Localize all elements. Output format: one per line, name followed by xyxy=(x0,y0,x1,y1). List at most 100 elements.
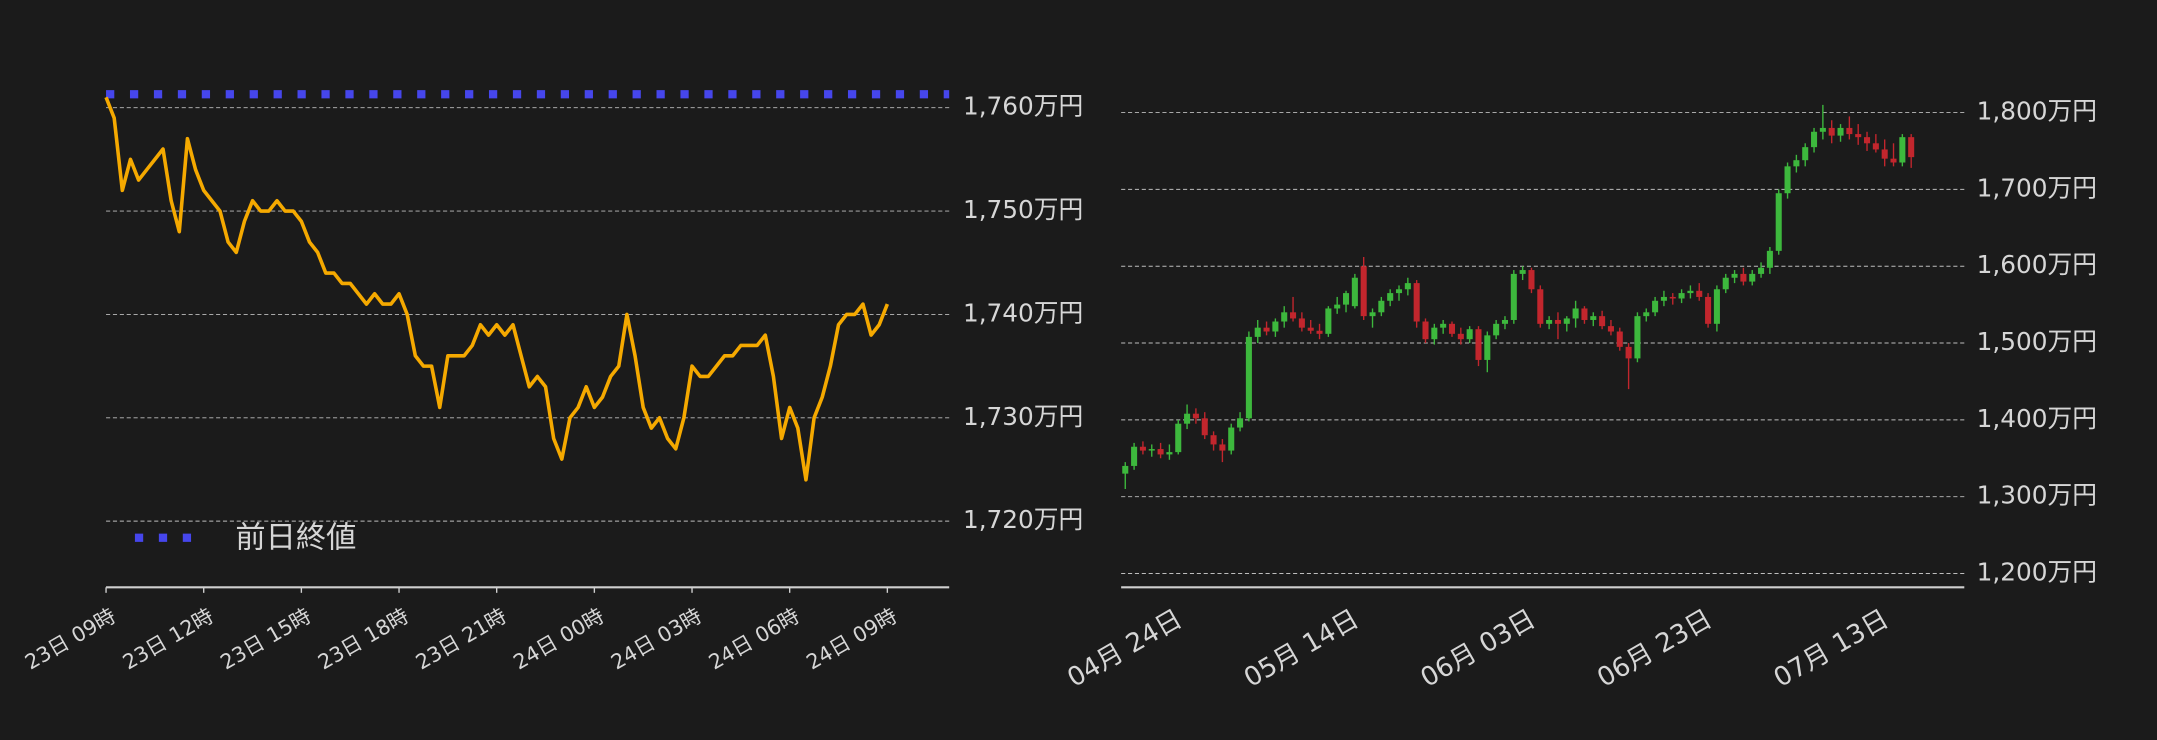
candle-body xyxy=(1537,289,1544,324)
daily-candlestick-chart: 1,200万円 1,300万円 1,400万円 1,500万円 1,600万円 1,700… xyxy=(1063,97,2098,694)
candle-body xyxy=(1881,149,1888,159)
candle-body xyxy=(1705,296,1712,324)
y-tick-label: 1,700万円 xyxy=(1977,173,2097,202)
x-tick-label: 06月 03日 xyxy=(1416,604,1541,694)
candle-body xyxy=(1599,316,1606,327)
candle-body xyxy=(1422,321,1429,340)
x-tick-label: 24日 06時 xyxy=(705,604,804,675)
candle-body xyxy=(1846,127,1853,135)
candle-body xyxy=(1219,444,1226,451)
candle-body xyxy=(1837,127,1844,136)
y-tick-label: 1,760万円 xyxy=(963,92,1083,121)
candle-body xyxy=(1157,449,1164,455)
y-tick-label: 1,300万円 xyxy=(1977,481,2097,510)
candle-body xyxy=(1899,137,1906,163)
candle-body xyxy=(1819,127,1826,132)
y-tick-label: 1,500万円 xyxy=(1977,327,2097,356)
candle-body xyxy=(1855,134,1862,138)
candle-body xyxy=(1484,335,1491,360)
x-tick-label: 23日 12時 xyxy=(119,604,218,675)
candle-body xyxy=(1175,423,1182,453)
price-line xyxy=(104,96,890,482)
candle-body xyxy=(1890,158,1897,163)
candle-body xyxy=(1237,418,1244,428)
candle-body xyxy=(1131,446,1138,466)
candle-body xyxy=(1546,319,1553,324)
candle-body xyxy=(1166,452,1173,455)
candle-body xyxy=(1334,304,1341,309)
candle-body xyxy=(1634,316,1641,359)
candle-body xyxy=(1325,308,1332,334)
candle-body xyxy=(1758,267,1765,274)
candle-body xyxy=(1660,296,1667,301)
x-tick-label: 24日 09時 xyxy=(802,604,901,675)
candle-body xyxy=(1307,327,1314,331)
candle-body xyxy=(1828,127,1835,136)
y-tick-label: 1,400万円 xyxy=(1977,404,2097,433)
candle-body xyxy=(1431,327,1438,340)
y-tick-label: 1,730万円 xyxy=(963,402,1083,431)
candle-body xyxy=(1201,418,1208,436)
y-tick-label: 1,720万円 xyxy=(963,505,1083,534)
x-tick-label: 23日 21時 xyxy=(412,604,511,675)
y-tick-label: 1,200万円 xyxy=(1977,557,2097,586)
x-tick-label: 05月 14日 xyxy=(1239,604,1364,694)
candle-body xyxy=(1466,329,1473,340)
candle-body xyxy=(1563,318,1570,324)
candle-body xyxy=(1864,137,1871,144)
candle-body xyxy=(1713,289,1720,324)
candle-body xyxy=(1378,300,1385,313)
candle-body xyxy=(1139,446,1146,451)
candle-body xyxy=(1148,449,1155,451)
candle-body xyxy=(1475,329,1482,360)
y-tick-label: 1,740万円 xyxy=(963,298,1083,327)
x-tick-label: 24日 03時 xyxy=(607,604,706,675)
candle-body xyxy=(1510,273,1517,320)
candle-body xyxy=(1263,327,1270,332)
candle-body xyxy=(1440,323,1447,328)
candle-body xyxy=(1245,336,1252,419)
x-tick-label: 04月 24日 xyxy=(1063,604,1188,694)
candle-body xyxy=(1696,290,1703,297)
x-tick-label: 24日 00時 xyxy=(509,604,608,675)
candle-body xyxy=(1413,283,1420,322)
x-tick-label: 07月 13日 xyxy=(1769,604,1894,694)
candle-body xyxy=(1775,193,1782,251)
legend-label: 前日終値 xyxy=(235,521,356,556)
candle-body xyxy=(1811,131,1818,148)
candle-body xyxy=(1298,318,1305,328)
candle-body xyxy=(1360,266,1367,317)
candle-body xyxy=(1766,250,1773,268)
x-tick-label: 23日 18時 xyxy=(314,604,413,675)
candle-body xyxy=(1652,300,1659,313)
candle-body xyxy=(1643,312,1650,317)
candle-body xyxy=(1501,319,1509,324)
candle-body xyxy=(1554,319,1561,324)
candle-body xyxy=(1493,323,1500,336)
candle-body xyxy=(1210,435,1217,445)
candle-body xyxy=(1572,308,1579,319)
candle-body xyxy=(1395,289,1403,294)
candle-body xyxy=(1351,277,1358,307)
candle-body xyxy=(1625,346,1632,359)
candle-body xyxy=(1581,308,1588,320)
candle-body xyxy=(1528,270,1535,290)
candle-body xyxy=(1607,326,1614,332)
candle-body xyxy=(1316,330,1323,334)
candle-body xyxy=(1687,290,1694,294)
candle-body xyxy=(1192,413,1199,419)
x-tick-label: 23日 09時 xyxy=(21,604,120,675)
candle-body xyxy=(1369,312,1376,317)
candle-body xyxy=(1272,321,1279,332)
candle-body xyxy=(1908,137,1915,158)
candle-body xyxy=(1404,283,1411,290)
candle-body xyxy=(1872,143,1879,150)
candle-body xyxy=(1731,273,1738,278)
candle-body xyxy=(1122,465,1129,474)
candle-body xyxy=(1669,296,1676,299)
y-tick-label: 1,600万円 xyxy=(1977,250,2097,279)
candle-body xyxy=(1678,293,1685,299)
candle-body xyxy=(1184,413,1191,424)
candle-body xyxy=(1254,327,1261,337)
